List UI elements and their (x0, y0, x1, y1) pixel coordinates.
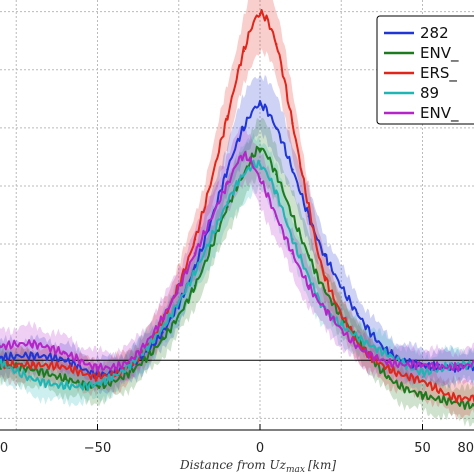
x-axis-label-subscript: max (286, 465, 305, 474)
series-point (96, 366, 99, 369)
x-tick-label-right-edge: 80 (457, 441, 474, 456)
x-tick-label-left-edge: 0 (0, 441, 8, 456)
series-band (0, 117, 474, 427)
series-point (128, 370, 132, 374)
series-point (421, 363, 424, 367)
series-point (226, 115, 229, 118)
series-point (323, 254, 327, 257)
legend-box (376, 15, 474, 125)
x-axis-label: Distance from Uzmax [km] (179, 458, 336, 474)
series-point (258, 12, 262, 16)
series-point (63, 359, 67, 362)
series-point (258, 163, 262, 167)
series-point (388, 368, 392, 371)
series-point (0, 361, 2, 364)
series-point (258, 177, 262, 181)
series-point (307, 215, 310, 218)
series-band (0, 0, 474, 421)
series-point (291, 122, 294, 125)
series-point (242, 154, 245, 157)
series-point (291, 168, 294, 171)
series-point (307, 205, 310, 209)
series-line (0, 150, 474, 373)
series-point (356, 312, 359, 315)
series-point (226, 182, 229, 185)
series-point (193, 270, 197, 274)
series-point (453, 366, 457, 369)
series-point (275, 173, 278, 176)
series-point (275, 126, 278, 129)
legend-label: ERS_ (420, 64, 457, 83)
series-point (128, 359, 132, 362)
series-lines (0, 9, 474, 410)
x-tick-label: −50 (84, 441, 111, 456)
series-point (421, 370, 424, 374)
series-point (63, 366, 67, 369)
series-point (96, 375, 99, 378)
series-point (31, 363, 34, 367)
series-point (291, 215, 294, 218)
series-point (275, 191, 278, 195)
series-point (356, 335, 359, 339)
series-point (356, 345, 359, 348)
series-line (0, 9, 474, 404)
series-point (161, 331, 164, 334)
series-point (388, 354, 392, 357)
series-point (31, 354, 34, 357)
series-point (242, 126, 245, 129)
series-point (161, 326, 164, 329)
x-ticks: −50 0 50 (84, 424, 431, 456)
series-point (307, 254, 310, 257)
series-band (0, 73, 474, 395)
series-point (388, 361, 392, 364)
plot-frame (0, 429, 474, 431)
series-point (226, 168, 229, 171)
series-point (275, 215, 278, 218)
x-tick-label: 0 (256, 441, 264, 456)
series-point (421, 393, 424, 397)
legend-label: ENV_ (420, 44, 459, 63)
x-tick-label: 50 (414, 441, 431, 456)
x-axis-label-unit: [km] (308, 458, 336, 472)
series-point (242, 49, 245, 53)
series-point (96, 382, 99, 385)
series-point (96, 384, 99, 387)
series-point (291, 252, 294, 255)
series-point (226, 201, 229, 204)
legend-label: ENV_ (420, 104, 459, 123)
series-point (31, 377, 34, 381)
series-point (193, 252, 197, 255)
series-point (193, 284, 197, 288)
series-point (31, 368, 34, 371)
series-point (323, 289, 327, 292)
series-point (193, 266, 197, 269)
series-point (453, 396, 457, 399)
legend-label: 282 (420, 24, 449, 42)
series-point (291, 238, 294, 241)
series-point (307, 275, 310, 278)
series-point (323, 275, 327, 278)
series-point (258, 103, 262, 106)
series-point (193, 238, 197, 241)
series-point (63, 384, 67, 387)
series-point (258, 147, 262, 150)
series-point (421, 380, 424, 383)
series-point (63, 377, 67, 381)
series-point (161, 317, 164, 320)
series-point (307, 284, 310, 288)
series-point (161, 338, 164, 341)
series-point (388, 377, 392, 381)
series-point (63, 352, 67, 355)
series-point (0, 345, 2, 348)
legend-label: 89 (420, 84, 439, 102)
series-point (128, 363, 132, 367)
series-point (31, 342, 34, 346)
series-point (242, 173, 245, 176)
series-point (0, 356, 2, 360)
series-point (323, 307, 327, 311)
series-point (275, 43, 278, 46)
